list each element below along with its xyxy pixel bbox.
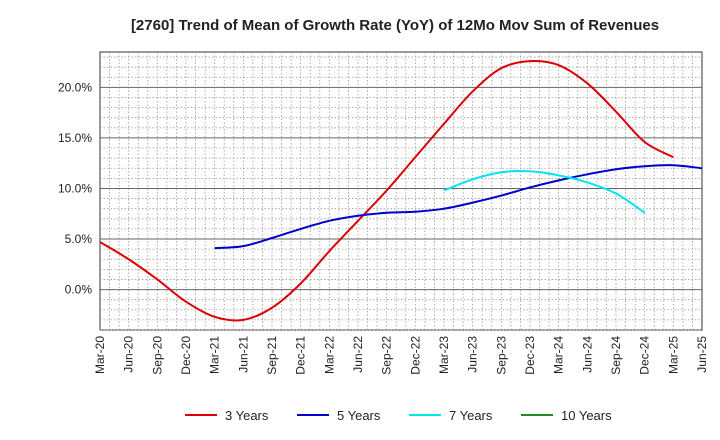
- x-tick-label: Sep-24: [609, 336, 623, 375]
- legend: 3 Years 5 Years 7 Years 10 Years: [185, 408, 612, 423]
- series-lines: [99, 59, 703, 322]
- x-tick-label: Sep-23: [494, 336, 508, 375]
- y-axis: 0.0% 5.0% 10.0% 15.0% 20.0%: [58, 80, 92, 296]
- x-tick-label: Sep-20: [150, 336, 164, 375]
- x-tick-label: Mar-25: [666, 336, 680, 374]
- y-tick-label: 0.0%: [65, 283, 93, 297]
- legend-label-7-years: 7 Years: [449, 408, 493, 423]
- x-tick-label: Dec-24: [638, 336, 652, 375]
- legend-label-3-years: 3 Years: [225, 408, 269, 423]
- x-tick-label: Jun-25: [695, 336, 709, 373]
- y-tick-label: 5.0%: [65, 232, 93, 246]
- series-line-5-years: [214, 164, 703, 250]
- gridlines: [100, 52, 702, 331]
- x-tick-label: Jun-21: [236, 336, 250, 373]
- legend-label-5-years: 5 Years: [337, 408, 381, 423]
- x-tick-label: Sep-22: [380, 336, 394, 375]
- x-tick-label: Dec-22: [408, 336, 422, 375]
- chart-title: [2760] Trend of Mean of Growth Rate (YoY…: [131, 17, 659, 34]
- x-tick-label: Jun-23: [466, 336, 480, 373]
- x-tick-label: Mar-21: [208, 336, 222, 374]
- plot-area: [99, 51, 703, 331]
- x-tick-label: Dec-23: [523, 336, 537, 375]
- x-tick-label: Mar-22: [322, 336, 336, 374]
- x-tick-label: Dec-21: [294, 336, 308, 375]
- series-line-3-years: [99, 59, 674, 322]
- x-tick-label: Mar-23: [437, 336, 451, 374]
- series-line-7-years: [443, 170, 646, 214]
- x-tick-label: Mar-24: [552, 336, 566, 374]
- x-tick-label: Jun-22: [351, 336, 365, 373]
- x-tick-label: Mar-20: [93, 336, 107, 374]
- y-tick-label: 20.0%: [58, 80, 92, 94]
- x-tick-label: Jun-24: [580, 336, 594, 373]
- x-tick-label: Sep-21: [265, 336, 279, 375]
- y-tick-label: 15.0%: [58, 131, 92, 145]
- x-tick-label: Dec-20: [179, 336, 193, 375]
- x-axis: Mar-20 Jun-20 Sep-20 Dec-20 Mar-21 Jun-21 Sep-…: [93, 336, 709, 375]
- x-tick-label: Jun-20: [122, 336, 136, 373]
- legend-label-10-years: 10 Years: [561, 408, 612, 423]
- y-tick-label: 10.0%: [58, 181, 92, 195]
